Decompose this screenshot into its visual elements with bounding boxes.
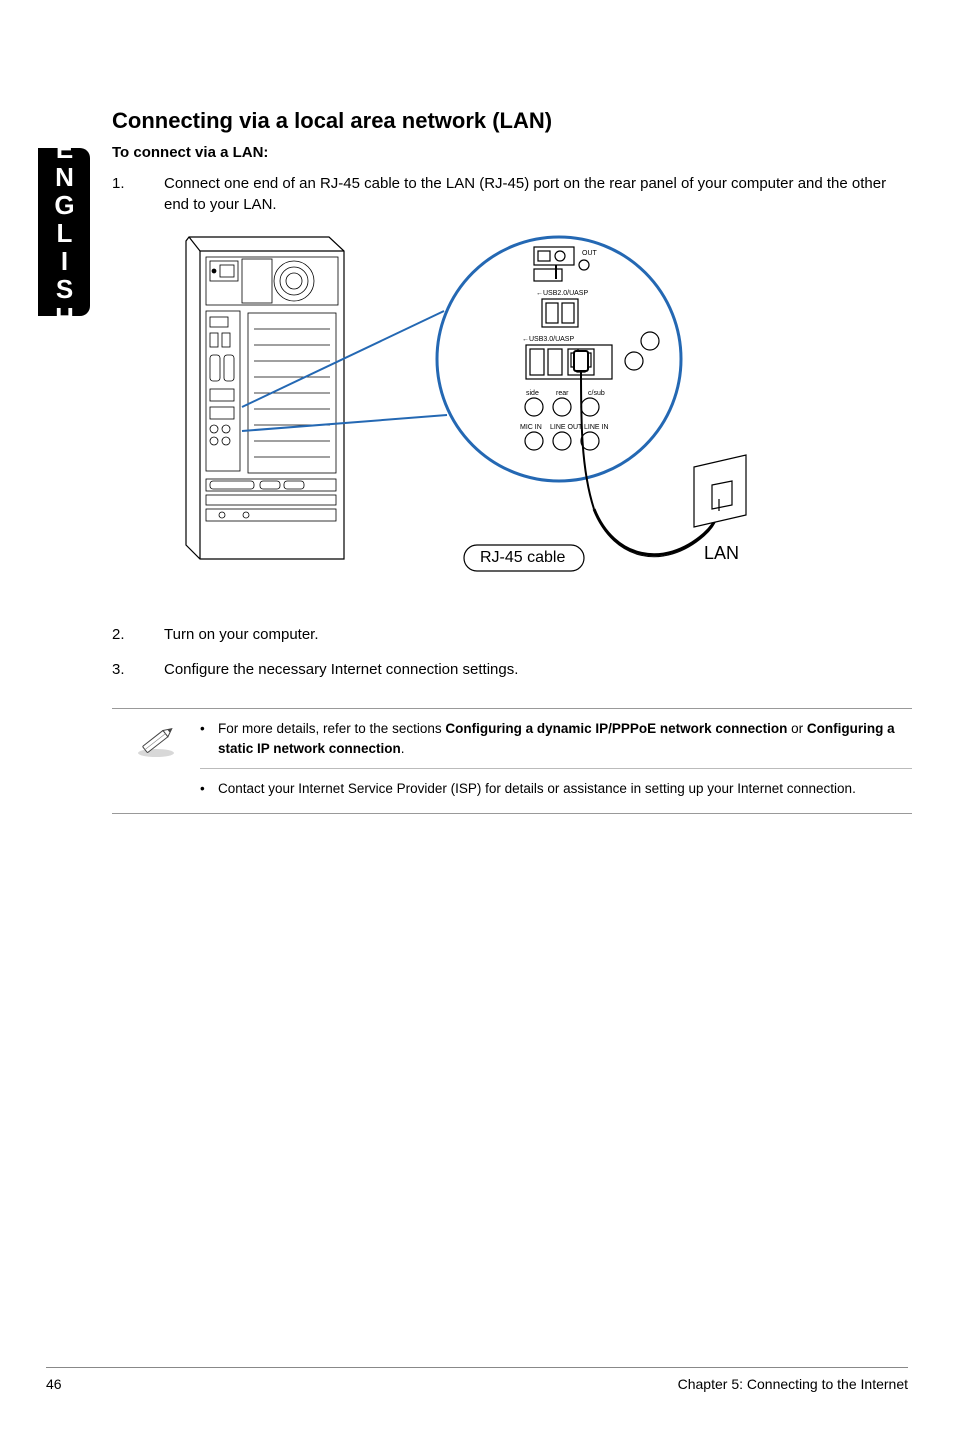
lan-label: LAN (704, 543, 739, 564)
chapter-label: Chapter 5: Connecting to the Internet (678, 1376, 908, 1392)
svg-text:←USB2.0/UASP: ←USB2.0/UASP (536, 290, 588, 297)
svg-text:rear: rear (556, 390, 569, 397)
note-mid: or (787, 721, 807, 736)
section-title: Connecting via a local area network (LAN… (112, 108, 912, 134)
cable-label: RJ-45 cable (480, 549, 565, 567)
note-prefix: For more details, refer to the sections (218, 721, 445, 736)
note-text: For more details, refer to the sections … (218, 719, 912, 758)
note-icon-column (112, 719, 200, 801)
step-text: Turn on your computer. (164, 624, 912, 645)
svg-text:c/sub: c/sub (588, 390, 605, 397)
note-bullet: • (200, 779, 218, 799)
note-separator (200, 768, 912, 769)
connection-diagram: OUT ←USB2.0/UASP ←USB3.0/UASP (164, 229, 754, 584)
step-1: 1. Connect one end of an RJ-45 cable to … (112, 173, 912, 215)
note-bullet: • (200, 719, 218, 758)
step-number: 3. (112, 659, 164, 680)
step-text: Configure the necessary Internet connect… (164, 659, 912, 680)
svg-text:side: side (526, 390, 539, 397)
note-bold-1: Configuring a dynamic IP/PPPoE network c… (445, 721, 787, 736)
svg-text:MIC IN: MIC IN (520, 424, 542, 431)
note-suffix: . (401, 741, 405, 756)
pencil-note-icon (134, 723, 178, 759)
note-block: • For more details, refer to the section… (112, 708, 912, 814)
note-item-1: • For more details, refer to the section… (200, 719, 912, 758)
note-content: • For more details, refer to the section… (200, 719, 912, 801)
step-3: 3. Configure the necessary Internet conn… (112, 659, 912, 680)
section-subtitle: To connect via a LAN: (112, 144, 912, 161)
page-number: 46 (46, 1376, 62, 1392)
step-text: Connect one end of an RJ-45 cable to the… (164, 173, 912, 215)
language-tab: ENGLISH (38, 148, 90, 316)
svg-text:LINE IN: LINE IN (584, 424, 609, 431)
svg-text:OUT: OUT (582, 250, 598, 257)
svg-text:LINE OUT: LINE OUT (550, 424, 583, 431)
step-number: 1. (112, 173, 164, 215)
step-2: 2. Turn on your computer. (112, 624, 912, 645)
step-number: 2. (112, 624, 164, 645)
diagram-svg: OUT ←USB2.0/UASP ←USB3.0/UASP (164, 229, 754, 584)
main-content: Connecting via a local area network (LAN… (112, 108, 912, 814)
language-tab-text: ENGLISH (49, 134, 80, 330)
note-item-2: • Contact your Internet Service Provider… (200, 779, 912, 799)
page-footer: 46 Chapter 5: Connecting to the Internet (46, 1367, 908, 1392)
svg-text:←USB3.0/UASP: ←USB3.0/UASP (522, 336, 574, 343)
note-text: Contact your Internet Service Provider (… (218, 779, 912, 799)
